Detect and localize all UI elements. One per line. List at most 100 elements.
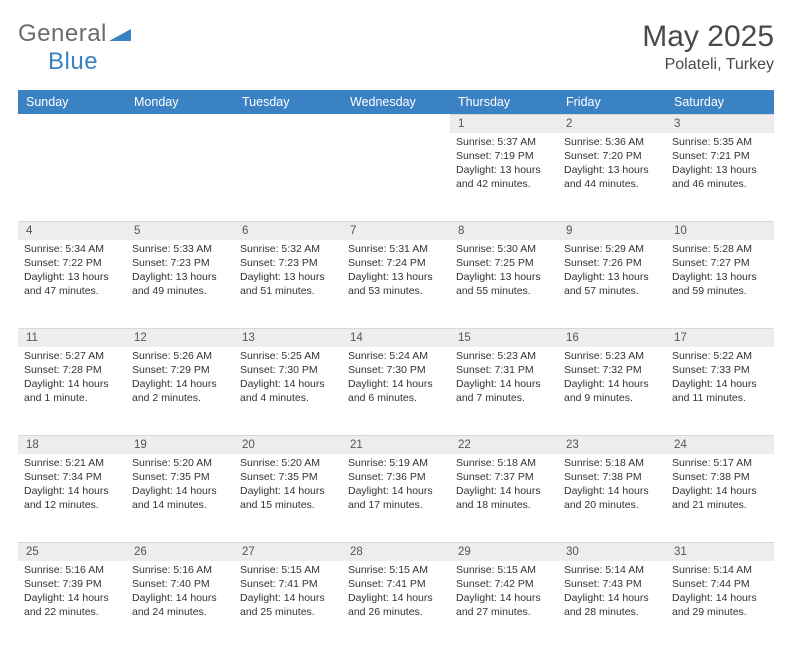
day-details-cell: Sunrise: 5:28 AMSunset: 7:27 PMDaylight:…	[666, 240, 774, 328]
daylight-line: Daylight: 14 hours and 20 minutes.	[564, 485, 660, 513]
day-details: Sunrise: 5:33 AMSunset: 7:23 PMDaylight:…	[126, 240, 234, 304]
day-details-cell: Sunrise: 5:18 AMSunset: 7:37 PMDaylight:…	[450, 454, 558, 542]
day-details-cell: Sunrise: 5:30 AMSunset: 7:25 PMDaylight:…	[450, 240, 558, 328]
sunrise-line: Sunrise: 5:34 AM	[24, 243, 120, 257]
sunrise-line: Sunrise: 5:15 AM	[240, 564, 336, 578]
day-number-cell: 1	[450, 114, 558, 133]
day-details-cell: Sunrise: 5:29 AMSunset: 7:26 PMDaylight:…	[558, 240, 666, 328]
sunrise-line: Sunrise: 5:30 AM	[456, 243, 552, 257]
day-number-cell	[234, 114, 342, 133]
sunset-line: Sunset: 7:19 PM	[456, 150, 552, 164]
day-details: Sunrise: 5:15 AMSunset: 7:42 PMDaylight:…	[450, 561, 558, 625]
day-number-cell: 6	[234, 221, 342, 240]
daylight-line: Daylight: 13 hours and 49 minutes.	[132, 271, 228, 299]
sunrise-line: Sunrise: 5:18 AM	[456, 457, 552, 471]
sunrise-line: Sunrise: 5:25 AM	[240, 350, 336, 364]
day-number: 22	[450, 435, 558, 454]
day-number: 19	[126, 435, 234, 454]
daylight-line: Daylight: 14 hours and 1 minute.	[24, 378, 120, 406]
column-header: Monday	[126, 90, 234, 114]
day-number-cell: 18	[18, 435, 126, 454]
sunset-line: Sunset: 7:37 PM	[456, 471, 552, 485]
day-number: 13	[234, 328, 342, 347]
sunrise-line: Sunrise: 5:32 AM	[240, 243, 336, 257]
sunset-line: Sunset: 7:27 PM	[672, 257, 768, 271]
daylight-line: Daylight: 14 hours and 9 minutes.	[564, 378, 660, 406]
day-number-cell: 13	[234, 328, 342, 347]
day-details-cell: Sunrise: 5:22 AMSunset: 7:33 PMDaylight:…	[666, 347, 774, 435]
day-details-cell: Sunrise: 5:35 AMSunset: 7:21 PMDaylight:…	[666, 133, 774, 221]
logo-text: General Blue	[18, 20, 131, 76]
column-header: Sunday	[18, 90, 126, 114]
day-number-cell: 20	[234, 435, 342, 454]
day-number: 24	[666, 435, 774, 454]
column-header: Saturday	[666, 90, 774, 114]
day-number-cell: 28	[342, 542, 450, 561]
sunrise-line: Sunrise: 5:20 AM	[240, 457, 336, 471]
sunrise-line: Sunrise: 5:22 AM	[672, 350, 768, 364]
daylight-line: Daylight: 14 hours and 17 minutes.	[348, 485, 444, 513]
day-details: Sunrise: 5:35 AMSunset: 7:21 PMDaylight:…	[666, 133, 774, 197]
day-details: Sunrise: 5:27 AMSunset: 7:28 PMDaylight:…	[18, 347, 126, 411]
day-number: 10	[666, 221, 774, 240]
day-details: Sunrise: 5:29 AMSunset: 7:26 PMDaylight:…	[558, 240, 666, 304]
sunset-line: Sunset: 7:34 PM	[24, 471, 120, 485]
day-number: 3	[666, 114, 774, 133]
day-details: Sunrise: 5:19 AMSunset: 7:36 PMDaylight:…	[342, 454, 450, 518]
day-number: 2	[558, 114, 666, 133]
day-details: Sunrise: 5:34 AMSunset: 7:22 PMDaylight:…	[18, 240, 126, 304]
day-details-cell: Sunrise: 5:32 AMSunset: 7:23 PMDaylight:…	[234, 240, 342, 328]
daylight-line: Daylight: 13 hours and 55 minutes.	[456, 271, 552, 299]
day-details: Sunrise: 5:37 AMSunset: 7:19 PMDaylight:…	[450, 133, 558, 197]
sunrise-line: Sunrise: 5:15 AM	[456, 564, 552, 578]
day-details-cell: Sunrise: 5:23 AMSunset: 7:32 PMDaylight:…	[558, 347, 666, 435]
calendar-head: SundayMondayTuesdayWednesdayThursdayFrid…	[18, 90, 774, 114]
day-details-cell: Sunrise: 5:17 AMSunset: 7:38 PMDaylight:…	[666, 454, 774, 542]
daylight-line: Daylight: 14 hours and 12 minutes.	[24, 485, 120, 513]
daylight-line: Daylight: 13 hours and 42 minutes.	[456, 164, 552, 192]
sunset-line: Sunset: 7:32 PM	[564, 364, 660, 378]
day-number: 16	[558, 328, 666, 347]
day-number-cell: 14	[342, 328, 450, 347]
day-details: Sunrise: 5:36 AMSunset: 7:20 PMDaylight:…	[558, 133, 666, 197]
calendar-body: 123Sunrise: 5:37 AMSunset: 7:19 PMDaylig…	[18, 114, 774, 649]
sunset-line: Sunset: 7:38 PM	[672, 471, 768, 485]
day-number-cell: 3	[666, 114, 774, 133]
day-details-cell: Sunrise: 5:18 AMSunset: 7:38 PMDaylight:…	[558, 454, 666, 542]
sunrise-line: Sunrise: 5:37 AM	[456, 136, 552, 150]
day-number-cell: 9	[558, 221, 666, 240]
daylight-line: Daylight: 13 hours and 59 minutes.	[672, 271, 768, 299]
sunrise-line: Sunrise: 5:19 AM	[348, 457, 444, 471]
sunset-line: Sunset: 7:26 PM	[564, 257, 660, 271]
sunrise-line: Sunrise: 5:14 AM	[672, 564, 768, 578]
day-number-cell	[342, 114, 450, 133]
day-number: 25	[18, 542, 126, 561]
day-number: 6	[234, 221, 342, 240]
daylight-line: Daylight: 14 hours and 14 minutes.	[132, 485, 228, 513]
daylight-line: Daylight: 13 hours and 44 minutes.	[564, 164, 660, 192]
day-details: Sunrise: 5:24 AMSunset: 7:30 PMDaylight:…	[342, 347, 450, 411]
day-details-cell: Sunrise: 5:37 AMSunset: 7:19 PMDaylight:…	[450, 133, 558, 221]
day-number: 17	[666, 328, 774, 347]
day-number	[126, 114, 234, 120]
day-details-cell: Sunrise: 5:23 AMSunset: 7:31 PMDaylight:…	[450, 347, 558, 435]
day-details: Sunrise: 5:18 AMSunset: 7:37 PMDaylight:…	[450, 454, 558, 518]
day-number-cell: 31	[666, 542, 774, 561]
day-details: Sunrise: 5:20 AMSunset: 7:35 PMDaylight:…	[234, 454, 342, 518]
sunset-line: Sunset: 7:44 PM	[672, 578, 768, 592]
daylight-line: Daylight: 13 hours and 46 minutes.	[672, 164, 768, 192]
logo: General Blue	[18, 20, 131, 76]
sunrise-line: Sunrise: 5:24 AM	[348, 350, 444, 364]
day-details-cell	[126, 133, 234, 221]
day-number-cell: 2	[558, 114, 666, 133]
sunrise-line: Sunrise: 5:23 AM	[564, 350, 660, 364]
sunrise-line: Sunrise: 5:17 AM	[672, 457, 768, 471]
sunrise-line: Sunrise: 5:27 AM	[24, 350, 120, 364]
sunset-line: Sunset: 7:42 PM	[456, 578, 552, 592]
day-details-cell: Sunrise: 5:20 AMSunset: 7:35 PMDaylight:…	[234, 454, 342, 542]
day-details-cell: Sunrise: 5:19 AMSunset: 7:36 PMDaylight:…	[342, 454, 450, 542]
sunrise-line: Sunrise: 5:35 AM	[672, 136, 768, 150]
day-number-cell: 24	[666, 435, 774, 454]
sunset-line: Sunset: 7:24 PM	[348, 257, 444, 271]
day-number: 29	[450, 542, 558, 561]
